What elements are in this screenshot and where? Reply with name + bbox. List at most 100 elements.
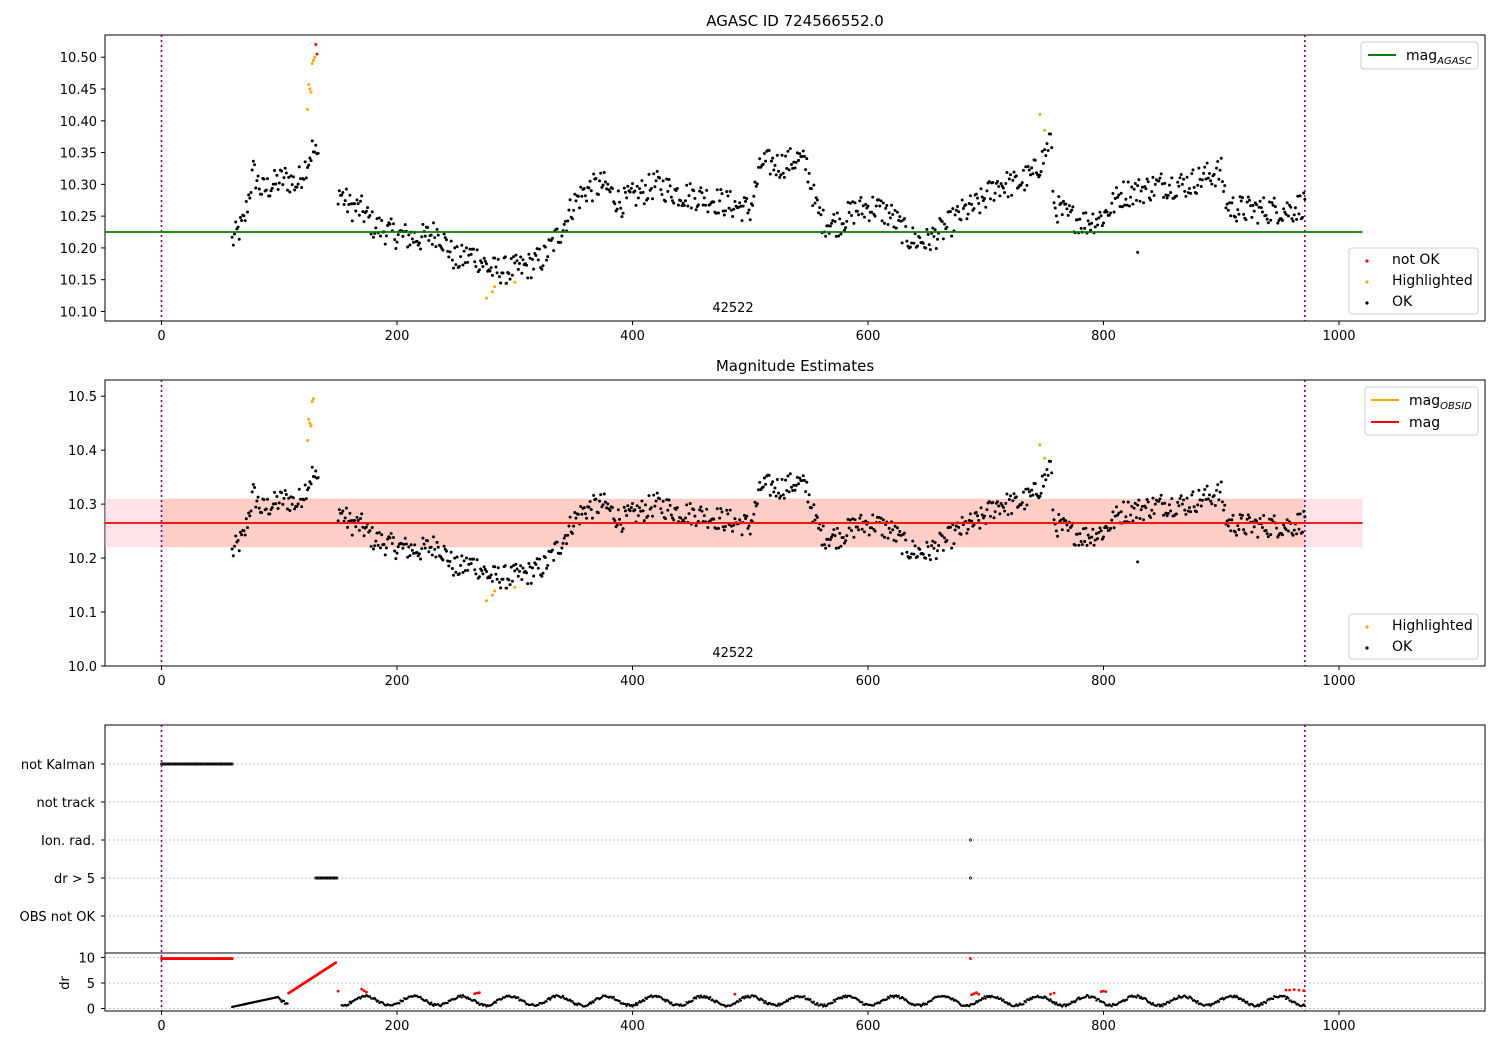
- data-point-ok: [536, 566, 540, 570]
- data-point-ok: [512, 563, 516, 567]
- data-point-ok: [945, 225, 949, 229]
- data-point-ok: [495, 271, 499, 275]
- data-point-not-ok: [314, 43, 318, 47]
- data-point-ok: [615, 523, 619, 527]
- data-point-ok: [772, 168, 776, 172]
- data-point-ok: [998, 194, 1002, 198]
- dr-point-ok: [1144, 997, 1148, 1001]
- data-point-ok: [480, 569, 484, 573]
- data-point-ok: [1203, 165, 1207, 169]
- data-point-ok: [1031, 172, 1035, 176]
- data-point-ok: [787, 490, 791, 494]
- data-point-highlighted: [313, 55, 317, 59]
- data-point-ok: [1176, 500, 1180, 504]
- data-point-ok: [1078, 532, 1082, 536]
- data-point-ok: [985, 508, 989, 512]
- data-point-ok: [407, 545, 411, 549]
- data-point-ok: [1252, 209, 1256, 213]
- data-point-ok: [265, 497, 269, 501]
- data-point-ok: [832, 212, 836, 216]
- data-point-ok: [842, 541, 846, 545]
- data-point-ok: [665, 498, 669, 502]
- data-point-ok: [894, 226, 898, 230]
- data-point-ok: [1052, 518, 1056, 522]
- data-point-ok: [1282, 523, 1286, 527]
- data-point-ok: [462, 559, 466, 563]
- data-point-ok: [826, 224, 830, 228]
- data-point-ok: [859, 195, 863, 199]
- data-point-ok: [853, 518, 857, 522]
- data-point-ok: [1275, 526, 1279, 530]
- data-point-ok: [1206, 497, 1210, 501]
- data-point-ok: [1209, 499, 1213, 503]
- data-point-ok: [1237, 527, 1241, 531]
- data-point-ok: [473, 260, 477, 264]
- data-point-ok: [1196, 503, 1200, 507]
- data-point-ok: [289, 174, 293, 178]
- data-point-ok: [983, 196, 987, 200]
- dr-point-ok: [1049, 998, 1052, 1001]
- data-point-ok: [1101, 535, 1105, 539]
- flag-marker: [229, 762, 233, 766]
- dr-point-ok: [517, 996, 520, 999]
- data-point-ok: [520, 271, 524, 275]
- data-point-ok: [675, 506, 679, 510]
- dr-point-not-ok: [977, 992, 981, 996]
- data-point-ok: [1113, 197, 1117, 201]
- data-point-ok: [667, 177, 671, 181]
- data-point-ok: [340, 511, 344, 515]
- data-point-ok: [370, 210, 374, 214]
- dr-point-ok: [984, 997, 987, 1000]
- data-point-ok: [567, 524, 571, 528]
- data-point-ok: [954, 208, 958, 212]
- data-point-ok: [1060, 213, 1064, 217]
- dr-point-ok: [1240, 997, 1243, 1001]
- data-point-ok: [495, 577, 499, 581]
- data-point-ok: [860, 527, 864, 531]
- data-point-ok: [281, 502, 285, 506]
- data-point-ok: [629, 506, 633, 510]
- data-point-ok: [361, 210, 365, 214]
- dr-point-not-ok: [334, 961, 338, 965]
- dr-point-ok: [1086, 994, 1090, 997]
- data-point-ok: [1039, 491, 1043, 495]
- flag-row-label: dr > 5: [54, 872, 95, 887]
- data-point-ok: [293, 188, 297, 192]
- x-tick-label: 0: [157, 1019, 165, 1034]
- data-point-ok: [774, 173, 778, 177]
- data-point-ok: [918, 547, 922, 551]
- data-point-ok: [520, 578, 524, 582]
- data-point-ok: [606, 502, 610, 506]
- data-point-highlighted: [493, 589, 497, 593]
- data-point-ok: [460, 243, 464, 247]
- dr-point-ok: [694, 997, 698, 1000]
- data-point-ok: [396, 545, 400, 549]
- dr-point-not-ok: [362, 989, 366, 993]
- data-point-ok: [386, 537, 390, 541]
- data-point-ok: [346, 210, 350, 214]
- data-point-ok: [984, 205, 988, 209]
- data-point-ok: [1008, 494, 1012, 498]
- data-point-ok: [1091, 527, 1095, 531]
- data-point-ok: [526, 582, 530, 586]
- data-point-ok: [1117, 511, 1121, 515]
- data-point-ok: [1212, 172, 1216, 176]
- data-point-ok: [1124, 515, 1128, 519]
- data-point-ok: [490, 579, 494, 583]
- data-point-ok: [786, 149, 790, 153]
- flag-marker: [335, 876, 339, 880]
- data-point-ok: [726, 512, 730, 516]
- data-point-ok: [1120, 205, 1124, 209]
- data-point-ok: [360, 194, 364, 198]
- data-point-ok: [1202, 171, 1206, 175]
- data-point-ok: [1245, 200, 1249, 204]
- dr-point-ok: [823, 1003, 826, 1006]
- data-point-ok: [968, 512, 972, 516]
- data-point-ok: [541, 264, 545, 268]
- data-point-ok: [924, 246, 928, 250]
- data-point-ok: [960, 515, 964, 519]
- data-point-ok: [729, 524, 733, 528]
- data-point-ok: [912, 241, 916, 245]
- data-point-ok: [1092, 543, 1096, 547]
- data-point-ok: [1051, 189, 1055, 193]
